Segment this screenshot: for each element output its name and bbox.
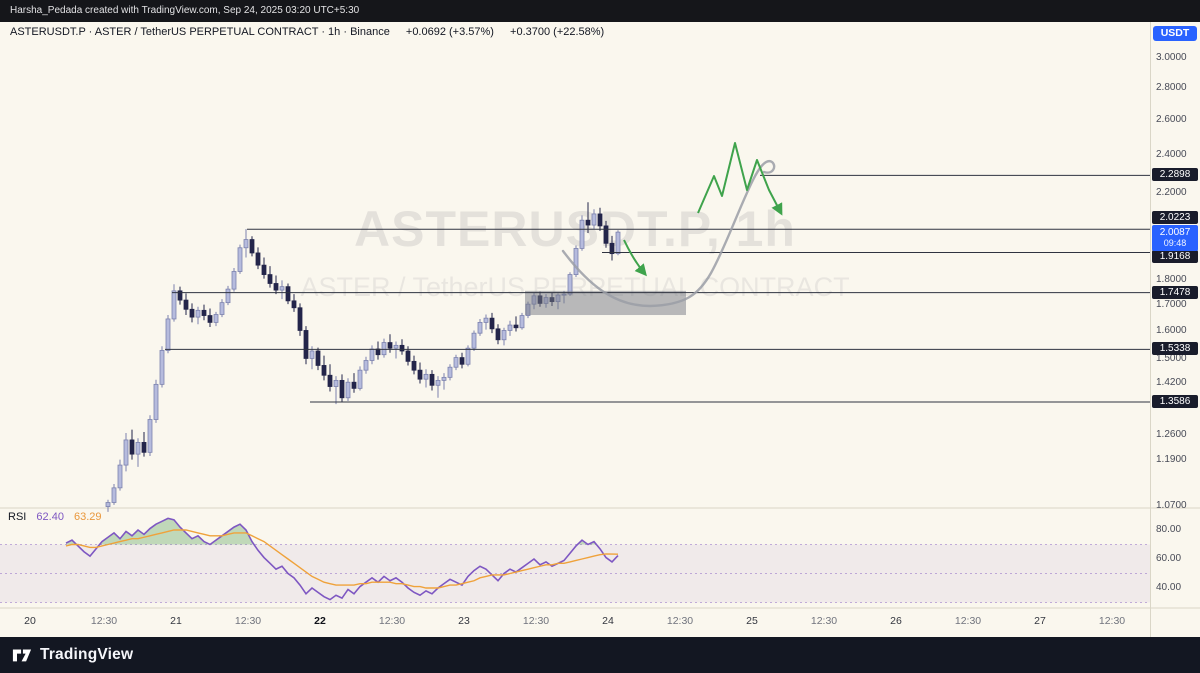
current-price-badge: 2.0087 09:48	[1152, 225, 1198, 252]
tradingview-logo-icon[interactable]	[12, 645, 32, 665]
rsi-legend: RSI 62.40 63.29	[8, 511, 102, 523]
time-tick-label: 12:30	[954, 615, 982, 627]
time-tick-label: 21	[170, 615, 182, 627]
footer-brand-bar: TradingView	[0, 637, 1200, 673]
tradingview-wordmark[interactable]: TradingView	[40, 646, 134, 663]
rsi-ma-value: 63.29	[74, 511, 102, 523]
price-level-badge: 1.7478	[1152, 285, 1198, 299]
attribution-text: Harsha_Pedada created with TradingView.c…	[10, 5, 360, 16]
change-value-2: +0.3700 (+22.58%)	[510, 26, 605, 38]
rsi-tick-label: 80.00	[1156, 524, 1182, 535]
time-tick-label: 27	[1034, 615, 1046, 627]
rsi-tick-label: 40.00	[1156, 582, 1182, 593]
price-tick-label: 2.6000	[1156, 114, 1187, 126]
time-tick-label: 12:30	[234, 615, 262, 627]
current-price-value: 2.0087	[1159, 227, 1191, 239]
bar-countdown: 09:48	[1163, 238, 1187, 249]
price-tick-label: 1.4200	[1156, 376, 1187, 388]
symbol-legend[interactable]: ASTERUSDT.P · ASTER / TetherUS PERPETUAL…	[10, 26, 604, 38]
rsi-line	[65, 517, 619, 601]
pullback-arrow-drawing[interactable]	[623, 239, 647, 277]
price-level-badge: 2.2898	[1152, 168, 1198, 182]
price-level-badge: 1.3586	[1152, 395, 1198, 409]
time-tick-label: 24	[602, 615, 614, 627]
price-tick-label: 2.2000	[1156, 186, 1187, 198]
time-tick-label: 12:30	[90, 615, 118, 627]
price-tick-label: 2.4000	[1156, 148, 1187, 160]
rsi-title[interactable]: RSI	[8, 511, 27, 523]
time-tick-label: 22	[314, 615, 326, 627]
price-tick-label: 1.6000	[1156, 325, 1187, 336]
time-tick-label: 12:30	[1098, 615, 1126, 627]
time-tick-label: 20	[24, 615, 36, 627]
supply-zone-box[interactable]	[525, 290, 686, 316]
time-tick-label: 12:30	[522, 615, 550, 627]
symbol-title[interactable]: ASTERUSDT.P · ASTER / TetherUS PERPETUAL…	[10, 26, 390, 38]
price-tick-label: 1.5000	[1156, 353, 1187, 365]
zigzag-projection-drawing[interactable]	[697, 142, 783, 216]
price-tick-label: 1.8000	[1156, 273, 1187, 285]
time-tick-label: 12:30	[666, 615, 694, 627]
candles	[105, 202, 621, 512]
price-tick-label: 1.7000	[1156, 298, 1187, 310]
price-tick-label: 3.0000	[1156, 52, 1187, 63]
price-tick-label: 1.0700	[1156, 499, 1187, 511]
price-level-badge: 1.9168	[1152, 249, 1198, 263]
attribution-bar: Harsha_Pedada created with TradingView.c…	[0, 0, 1200, 22]
time-tick-label: 12:30	[378, 615, 406, 627]
time-tick-label: 25	[746, 615, 758, 627]
price-tick-label: 1.2600	[1156, 428, 1187, 440]
rsi-tick-label: 60.00	[1156, 553, 1182, 564]
quote-currency-badge[interactable]: USDT	[1153, 26, 1197, 41]
price-tick-label: 1.1900	[1156, 453, 1187, 465]
price-tick-label: 2.8000	[1156, 81, 1187, 93]
time-tick-label: 12:30	[810, 615, 838, 627]
time-tick-label: 23	[458, 615, 470, 627]
time-axis[interactable]: 20 12:30 21 12:30 22 12:30 23 12:30 24 12:30 25 12:…	[0, 608, 1150, 637]
rsi-ma-line	[65, 529, 619, 589]
price-level-badge: 1.5338	[1152, 342, 1198, 356]
price-axis[interactable]: 3.0000 2.8000 2.6000 2.4000 2.2000 1.8000 1.70…	[1150, 0, 1200, 637]
rsi-pane	[0, 517, 1150, 603]
brush-projection-drawing[interactable]	[561, 159, 776, 308]
change-value: +0.0692 (+3.57%)	[405, 26, 494, 38]
rsi-value: 62.40	[36, 511, 64, 523]
price-level-badge: 2.0223	[1152, 211, 1198, 225]
time-tick-label: 26	[890, 615, 902, 627]
